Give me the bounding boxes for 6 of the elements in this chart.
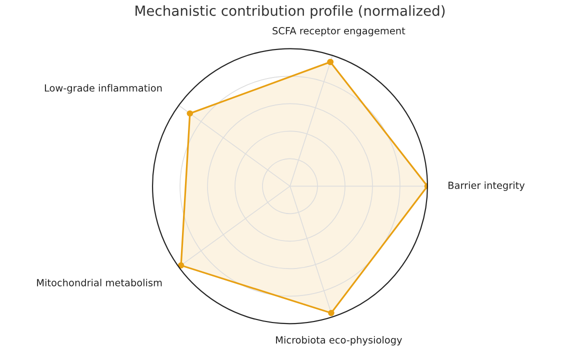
spoke-label: Low-grade inflammation [44,84,162,94]
spoke-label: Barrier integrity [448,181,525,191]
chart-title: Mechanistic contribution profile (normalized) [136,5,445,19]
spoke-label: SCFA receptor engagement [272,27,406,36]
spoke-label: Microbiota eco-physiology [276,336,402,346]
spoke-label: Mitochondrial metabolism [37,278,162,286]
